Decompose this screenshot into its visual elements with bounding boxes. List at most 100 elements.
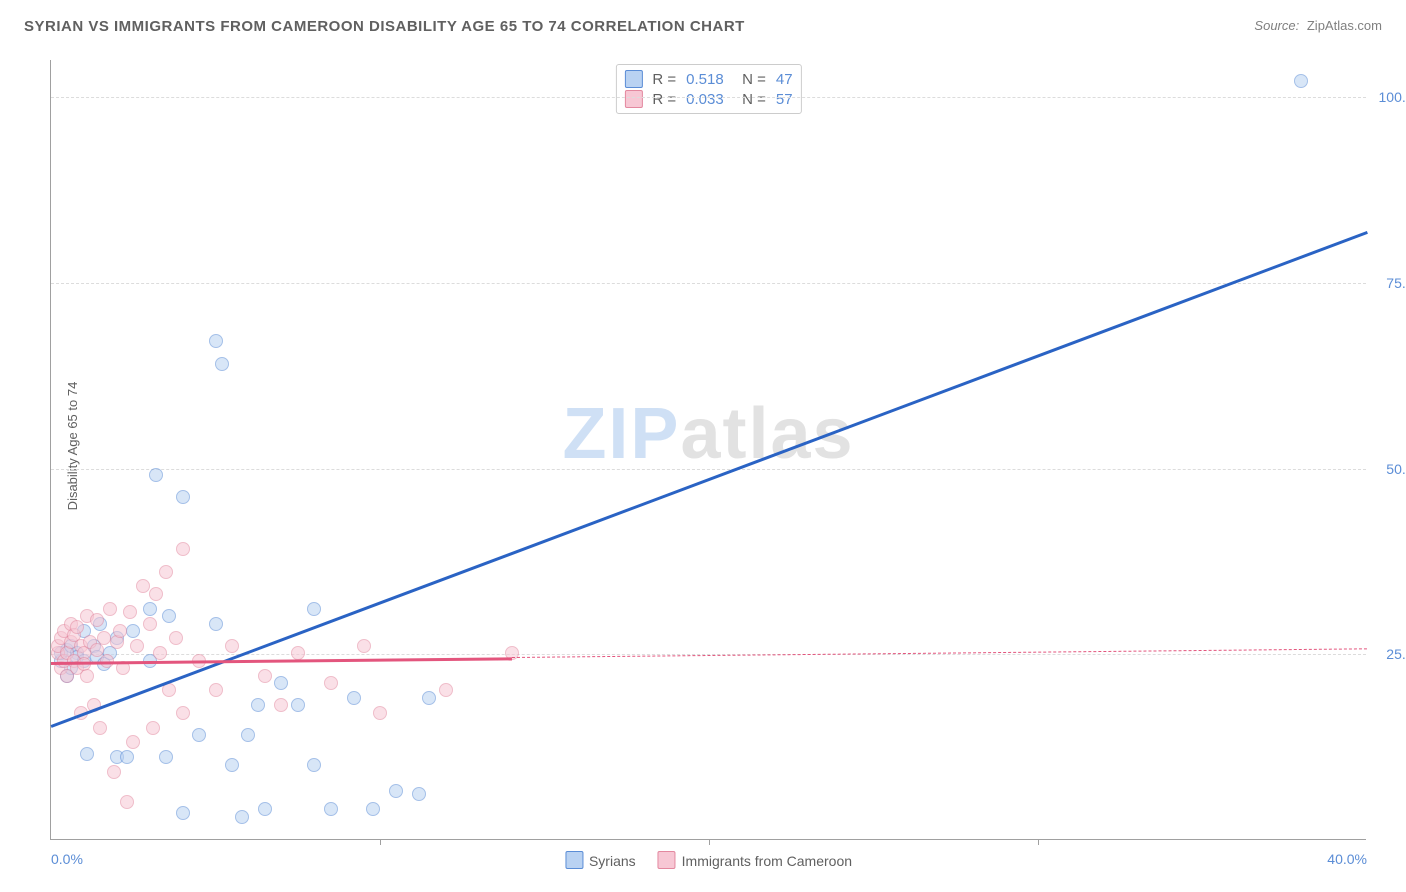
data-point [373,706,387,720]
legend-r-value: 0.518 [686,71,732,88]
y-tick-label: 75.0% [1374,275,1406,291]
watermark-zip: ZIP [562,394,680,474]
legend-n-label: N = [742,91,766,108]
data-point [209,617,223,631]
data-point [235,810,249,824]
x-tick [380,839,381,845]
source-label: Source: [1254,18,1299,33]
plot-area: ZIPatlas R =0.518N =47R =0.033N =57 Syri… [50,60,1366,840]
legend-item: Immigrants from Cameroon [658,851,852,869]
data-point [225,758,239,772]
data-point [169,631,183,645]
data-point [70,620,84,634]
data-point [241,728,255,742]
x-tick [1038,839,1039,845]
data-point [162,609,176,623]
legend-swatch [565,851,583,869]
series-legend: Syrians Immigrants from Cameroon [565,851,852,869]
legend-row: R = 0.518 N = 47 [624,69,792,89]
data-point [251,698,265,712]
data-point [176,490,190,504]
data-point [162,683,176,697]
y-tick-label: 50.0% [1374,461,1406,477]
y-tick-label: 100.0% [1374,89,1406,105]
data-point [215,357,229,371]
data-point [143,602,157,616]
data-point [258,802,272,816]
data-point [97,631,111,645]
data-point [176,706,190,720]
data-point [80,747,94,761]
data-point [146,721,160,735]
correlation-legend: R = 0.518 N = 47 R = 0.033 N = 57 [615,64,801,114]
data-point [366,802,380,816]
legend-r-label: R = [652,71,676,88]
data-point [149,587,163,601]
data-point [1294,74,1308,88]
data-point [324,676,338,690]
x-tick-label: 40.0% [1327,851,1367,867]
data-point [225,639,239,653]
data-point [274,698,288,712]
chart-title: SYRIAN VS IMMIGRANTS FROM CAMEROON DISAB… [24,18,745,35]
data-point [176,542,190,556]
data-point [120,795,134,809]
legend-row: R = 0.033 N = 57 [624,89,792,109]
trend-line [512,648,1367,658]
legend-swatch [624,90,642,108]
y-tick-label: 25.0% [1374,646,1406,662]
data-point [159,565,173,579]
data-point [93,721,107,735]
data-point [307,602,321,616]
data-point [153,646,167,660]
x-tick-label: 0.0% [51,851,83,867]
data-point [126,735,140,749]
data-point [412,787,426,801]
legend-n-value: 47 [776,71,793,88]
trend-line [51,657,512,664]
legend-n-value: 57 [776,91,793,108]
data-point [176,806,190,820]
data-point [136,579,150,593]
x-tick [709,839,710,845]
data-point [258,669,272,683]
legend-item: Syrians [565,851,636,869]
data-point [120,750,134,764]
legend-swatch [624,70,642,88]
data-point [103,602,117,616]
gridline [51,97,1366,98]
data-point [274,676,288,690]
data-point [209,683,223,697]
data-point [389,784,403,798]
trend-line [51,231,1368,727]
legend-r-label: R = [652,91,676,108]
data-point [422,691,436,705]
data-point [439,683,453,697]
data-point [107,765,121,779]
data-point [130,639,144,653]
data-point [357,639,371,653]
legend-n-label: N = [742,71,766,88]
data-point [192,728,206,742]
chart-canvas: SYRIAN VS IMMIGRANTS FROM CAMEROON DISAB… [0,0,1406,892]
legend-label: Syrians [589,853,636,869]
data-point [149,468,163,482]
data-point [90,613,104,627]
data-point [347,691,361,705]
gridline [51,283,1366,284]
data-point [80,669,94,683]
data-point [126,624,140,638]
legend-r-value: 0.033 [686,91,732,108]
data-point [123,605,137,619]
source-value: ZipAtlas.com [1307,18,1382,33]
source-attribution: Source: ZipAtlas.com [1254,18,1382,33]
data-point [324,802,338,816]
gridline [51,469,1366,470]
data-point [159,750,173,764]
watermark: ZIPatlas [562,393,854,475]
data-point [143,617,157,631]
data-point [209,334,223,348]
data-point [291,698,305,712]
data-point [291,646,305,660]
data-point [113,624,127,638]
